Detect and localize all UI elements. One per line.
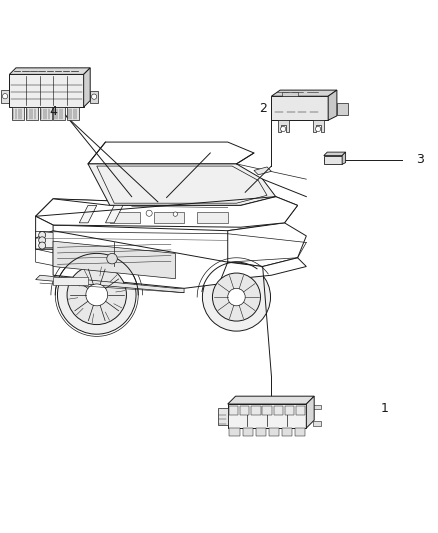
Polygon shape [40, 231, 53, 248]
Circle shape [67, 265, 127, 325]
Bar [218, 408, 228, 425]
Text: 1: 1 [381, 402, 389, 415]
Bar [197, 212, 228, 223]
Polygon shape [197, 258, 306, 280]
Polygon shape [35, 249, 136, 282]
Polygon shape [35, 231, 228, 288]
Bar [12, 107, 24, 120]
Bar [283, 92, 297, 96]
Polygon shape [106, 205, 123, 223]
Circle shape [39, 242, 46, 249]
Polygon shape [272, 96, 328, 120]
Circle shape [57, 256, 136, 334]
Polygon shape [53, 241, 175, 279]
Polygon shape [79, 205, 97, 223]
Bar [282, 428, 292, 436]
Bar [285, 406, 294, 415]
Circle shape [3, 94, 8, 99]
Bar [40, 107, 52, 120]
Bar [337, 103, 348, 116]
Text: 4: 4 [49, 105, 57, 118]
Polygon shape [10, 75, 84, 107]
Bar [153, 212, 184, 223]
Circle shape [92, 94, 97, 99]
Circle shape [173, 212, 177, 216]
Circle shape [281, 126, 286, 132]
Bar [26, 107, 38, 120]
Bar [262, 406, 272, 415]
Bar [53, 107, 66, 120]
Polygon shape [228, 223, 306, 266]
Polygon shape [313, 120, 324, 133]
Circle shape [39, 231, 46, 239]
Polygon shape [88, 142, 254, 164]
Bar [313, 422, 321, 426]
Polygon shape [35, 197, 297, 231]
Bar [313, 405, 321, 409]
Bar [67, 107, 79, 120]
Polygon shape [53, 199, 241, 227]
Text: 3: 3 [416, 154, 424, 166]
Circle shape [86, 284, 108, 306]
Circle shape [146, 210, 152, 216]
Bar [110, 212, 141, 223]
Bar [273, 406, 283, 415]
Polygon shape [35, 275, 184, 293]
Polygon shape [254, 167, 272, 175]
Bar [269, 428, 279, 436]
Bar [53, 277, 88, 285]
Circle shape [202, 263, 271, 331]
Polygon shape [228, 404, 306, 428]
Bar [295, 428, 305, 436]
Polygon shape [278, 120, 289, 133]
Polygon shape [324, 156, 342, 164]
Bar [229, 406, 238, 415]
Polygon shape [35, 197, 297, 227]
Bar [230, 428, 240, 436]
Polygon shape [342, 152, 346, 164]
Bar [243, 428, 253, 436]
Polygon shape [324, 152, 346, 156]
Circle shape [315, 126, 321, 132]
Circle shape [107, 253, 117, 264]
Bar [240, 406, 249, 415]
Polygon shape [35, 216, 53, 249]
Circle shape [39, 237, 46, 244]
Text: 2: 2 [259, 102, 267, 115]
Polygon shape [10, 68, 90, 75]
Circle shape [228, 288, 245, 306]
Bar [251, 406, 261, 415]
Bar [1, 90, 10, 103]
Bar [296, 406, 305, 415]
Polygon shape [228, 396, 314, 404]
Circle shape [212, 273, 261, 321]
Bar [256, 428, 266, 436]
Polygon shape [272, 90, 337, 96]
Polygon shape [328, 90, 337, 120]
Polygon shape [88, 164, 276, 205]
Polygon shape [84, 68, 90, 107]
Polygon shape [306, 396, 314, 428]
Bar [90, 91, 98, 103]
